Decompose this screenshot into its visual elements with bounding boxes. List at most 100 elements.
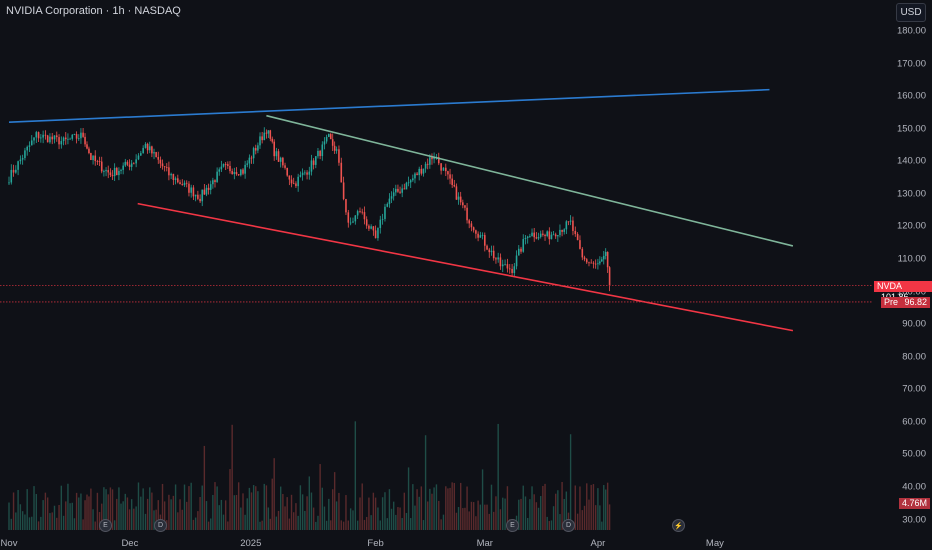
candle-body [277,151,280,162]
volume-bar [273,458,275,530]
volume-bar [379,520,381,530]
dividend-event-icon[interactable]: D [562,519,575,532]
candle-body [594,263,597,265]
candle-body [140,153,142,156]
candle-body [259,136,261,146]
candle-body [310,160,313,172]
candle-body [209,184,212,190]
candle-body [67,138,69,140]
volume-bar [259,521,261,530]
trendline[interactable] [137,202,794,332]
candle-body [468,220,470,224]
candle-body [109,172,112,176]
volume-bar [203,445,206,530]
currency-button[interactable]: USD [896,3,926,22]
volume-bar [597,488,599,530]
candle-body [388,198,391,204]
volume-bar [140,496,142,530]
volume-bar [73,518,76,530]
candle-body [321,144,324,157]
candle-body [602,255,605,260]
candle-body [297,176,299,187]
candle-body [170,173,172,176]
volume-bar [297,515,299,530]
candle-body [464,205,466,208]
volume-bar [594,505,597,530]
volume-bar [151,492,153,530]
candle-body [168,167,170,176]
volume-bar [468,511,470,530]
volume-bar [10,518,12,530]
candle-body [15,169,17,173]
volume-bar [224,500,227,530]
volume-bar [323,506,326,530]
time-axis-label: Mar [476,538,493,549]
volume-bar [374,497,377,530]
volume-bar [177,512,179,530]
volume-bar [157,500,159,530]
volume-bar [168,494,170,530]
premarket-price-tag: Pre 96.82 [881,297,931,308]
volume-bar [416,489,418,530]
earnings-event-icon[interactable]: E [99,519,112,532]
candle-body [273,141,275,157]
candle-body [222,164,225,167]
volume-bar [78,497,80,530]
volume-bar [277,510,280,530]
candle-body [194,194,197,197]
candle-body [295,183,297,187]
volume-bar [340,520,342,530]
volume-bar [80,493,82,530]
candle-body [499,257,502,267]
volume-bar [190,482,192,530]
volume-bar [146,498,149,530]
volume-bar [96,492,99,530]
volume-bar [105,489,107,530]
candle-body [488,249,491,253]
volume-bar [235,494,238,530]
volume-bar [435,484,438,530]
volume-bar [82,519,84,530]
candle-body [80,132,82,139]
lightning-event-icon[interactable]: ⚡ [672,519,685,532]
candle-body [412,178,414,181]
candle-body [372,226,375,231]
volume-bar [427,501,429,530]
volume-bar [222,514,225,530]
volume-bar [210,518,212,530]
volume-bar [286,497,288,530]
candle-body [453,184,456,187]
volume-bar [488,513,490,530]
trendline[interactable] [266,114,794,247]
candle-body [28,145,31,147]
candle-body [340,162,343,183]
volume-bar [457,507,460,530]
candle-body [252,148,255,159]
candle-body [174,178,177,180]
volume-bar [216,486,218,530]
candle-body [508,268,511,270]
candle-body [46,135,49,143]
volume-bar [497,423,499,530]
volume-bar [484,504,486,530]
trendline[interactable] [8,88,770,123]
volume-bar [188,486,190,530]
candle-body [457,196,460,200]
candle-body [368,225,370,229]
candle-body [244,164,246,174]
volume-bar [304,510,306,530]
volume-bar [284,506,286,530]
candle-body [569,220,572,222]
volume-bar [579,486,581,530]
candle-body [475,230,477,234]
volume-bar [377,507,379,530]
earnings-event-icon[interactable]: E [506,519,519,532]
volume-bar [583,505,586,530]
volume-bar [388,489,391,530]
candle-body [440,163,442,171]
volume-bar [599,505,601,530]
volume-bar [53,505,56,530]
premarket-value: 96.82 [904,297,928,307]
dividend-event-icon[interactable]: D [154,519,167,532]
